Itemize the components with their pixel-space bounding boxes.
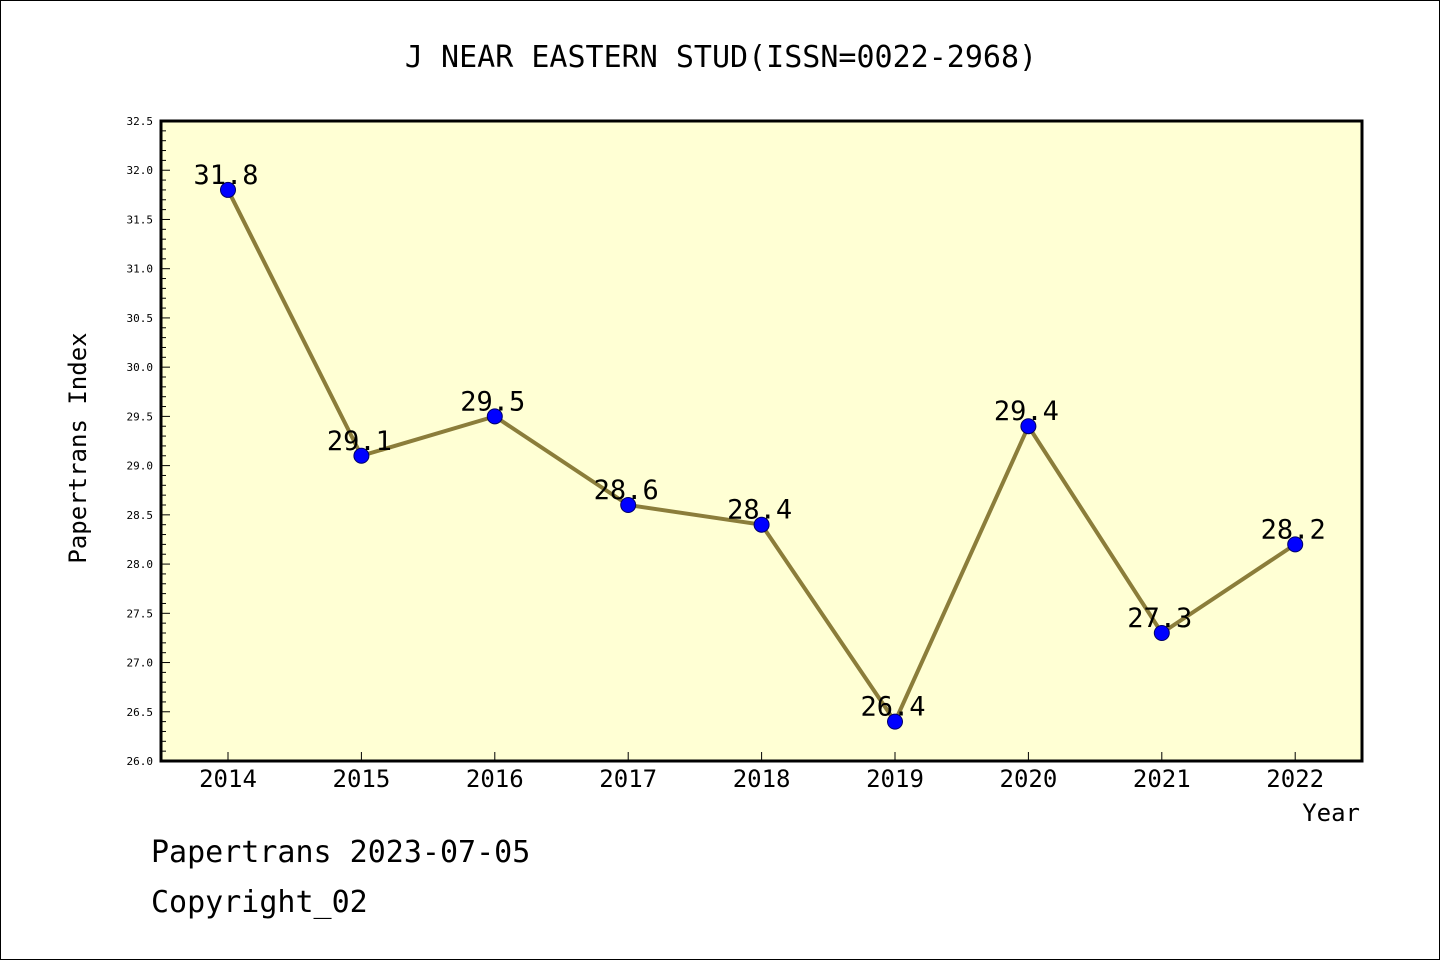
data-label-2015: 29.1 — [327, 426, 392, 457]
x-tick-label: 2016 — [466, 765, 524, 793]
x-tick-label: 2015 — [333, 765, 391, 793]
data-label-2021: 27.3 — [1127, 603, 1192, 634]
data-label-2016: 29.5 — [460, 386, 525, 417]
plot-area — [159, 119, 1364, 763]
y-tick-label: 30.5 — [127, 312, 154, 325]
data-label-2022: 28.2 — [1261, 514, 1326, 545]
y-tick-label: 32.5 — [127, 115, 154, 128]
y-tick-label: 27.5 — [127, 607, 154, 620]
x-tick-label: 2014 — [199, 765, 257, 793]
data-label-2019: 26.4 — [860, 692, 925, 723]
data-point-2020 — [1020, 418, 1037, 435]
y-tick-label: 31.5 — [127, 213, 154, 226]
y-tick-label: 31.0 — [127, 263, 154, 276]
data-label-2020: 29.4 — [994, 396, 1059, 427]
data-point-2018 — [753, 516, 770, 533]
data-label-2018: 28.4 — [727, 495, 792, 526]
x-tick-label: 2017 — [599, 765, 657, 793]
data-point-2021 — [1153, 625, 1170, 641]
series-markers — [220, 181, 1304, 730]
data-point-2017 — [620, 497, 637, 513]
y-tick-label: 29.0 — [127, 460, 154, 473]
x-tick-label: 2018 — [733, 765, 791, 793]
data-point-2016 — [486, 408, 503, 425]
x-tick-label: 2019 — [866, 765, 924, 793]
x-axis: 2014 2015 2016 2017 2018 2019 2020 2021 2022 — [199, 752, 1324, 793]
y-tick-label: 28.0 — [127, 558, 154, 571]
x-axis-label: Year — [1302, 799, 1360, 827]
data-labels: 31.8 29.1 29.5 28.6 28.4 26.4 29.4 27.3 28.2 — [193, 160, 1325, 723]
y-tick-label: 29.5 — [127, 410, 154, 423]
x-tick-label: 2022 — [1266, 765, 1324, 793]
data-label-2017: 28.6 — [594, 475, 659, 506]
footer-date: Papertrans 2023-07-05 — [151, 835, 531, 870]
data-point-2014 — [220, 181, 236, 198]
x-tick-label: 2020 — [1000, 765, 1058, 793]
data-point-2015 — [353, 447, 370, 464]
y-tick-label: 26.0 — [127, 755, 154, 768]
y-tick-label: 27.0 — [127, 657, 154, 670]
y-tick-label: 32.0 — [127, 164, 154, 177]
y-axis-label: Papertrans Index — [64, 332, 92, 563]
data-point-2019 — [887, 713, 903, 730]
x-tick-label: 2021 — [1133, 765, 1191, 793]
y-tick-label: 30.0 — [127, 361, 154, 374]
data-point-2022 — [1287, 536, 1304, 553]
chart-title: J NEAR EASTERN STUD(ISSN=0022-2968) — [405, 40, 1037, 75]
y-tick-label: 28.5 — [127, 509, 154, 522]
footer-copyright: Copyright_02 — [151, 885, 368, 920]
y-tick-label: 26.5 — [127, 706, 154, 719]
y-axis: 26.0 26.5 27.0 27.5 28.0 28.5 29.0 29.5 30.0 30.5… — [127, 115, 170, 768]
data-label-2014: 31.8 — [193, 160, 258, 191]
